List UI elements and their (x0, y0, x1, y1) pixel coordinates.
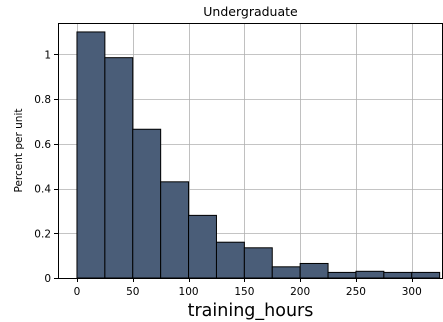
x-tick-label-4: 200 (290, 286, 310, 298)
histogram-bar-5 (215, 241, 245, 279)
histogram-bar-7 (271, 266, 301, 279)
histogram-bar-4 (188, 214, 217, 279)
histogram-bar-1 (104, 57, 134, 279)
histogram-bar-3 (160, 181, 190, 279)
histogram-bar-9 (327, 271, 357, 279)
histogram-bar-8 (299, 262, 329, 279)
y-axis-label: Percent per unit (13, 109, 25, 193)
histogram-bar-0 (76, 31, 106, 279)
histogram-bar-6 (243, 247, 273, 279)
x-tick-label-1: 50 (126, 286, 139, 298)
axis-ticks: 0 50 100 150 200 250 300 0 0.2 0.4 0.6 0.8 1 (34, 49, 421, 298)
y-tick-label-3: 0.6 (34, 139, 51, 151)
y-tick-label-2: 0.4 (34, 184, 51, 196)
histogram-bars (76, 31, 441, 279)
y-tick-label-5: 1 (44, 49, 51, 61)
y-tick-label-4: 0.8 (34, 94, 51, 106)
histogram-bar-12 (411, 271, 441, 279)
x-tick-label-2: 100 (179, 286, 199, 298)
x-axis-label: training_hours (188, 301, 314, 321)
histogram-bar-2 (132, 128, 162, 279)
x-tick-label-0: 0 (74, 286, 81, 298)
y-tick-label-1: 0.2 (34, 228, 51, 240)
chart-title: Undergraduate (203, 4, 298, 19)
histogram-bar-10 (355, 270, 385, 279)
histogram-bar-11 (383, 271, 413, 279)
y-tick-label-0: 0 (44, 273, 51, 285)
x-tick-label-5: 250 (346, 286, 366, 298)
x-tick-label-6: 300 (402, 286, 422, 298)
x-tick-label-3: 150 (234, 286, 254, 298)
